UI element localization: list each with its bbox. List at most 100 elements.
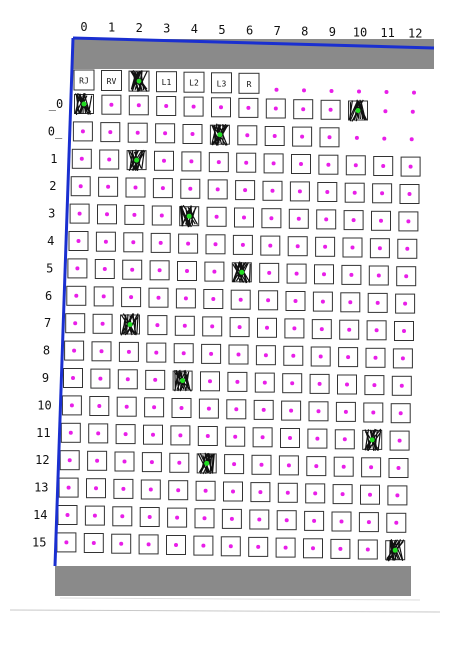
answer-dot	[396, 466, 401, 470]
answer-dot	[297, 189, 302, 194]
answer-dot	[109, 102, 114, 107]
answer-dot	[341, 464, 346, 469]
answer-dot	[271, 161, 276, 166]
answer-dot	[313, 491, 318, 496]
answer-dot	[91, 541, 96, 545]
header-cell-label: L3	[217, 79, 227, 88]
answer-dot	[301, 107, 306, 112]
answer-dot	[348, 300, 353, 305]
row-label: 9	[42, 371, 49, 385]
answer-dot	[215, 187, 220, 192]
answer-dot	[201, 543, 206, 548]
column-label: 5	[218, 23, 225, 37]
answer-dot	[97, 404, 102, 408]
answer-dot	[183, 296, 188, 301]
answer-dot	[376, 273, 381, 278]
answer-dot	[347, 327, 352, 332]
row-label: 11	[36, 426, 50, 440]
answer-dot	[181, 351, 186, 356]
header-row: RJ RV L1 L2 L3 R	[73, 69, 416, 95]
answer-dot	[343, 409, 348, 414]
answer-dot	[160, 186, 165, 191]
row-label: 4	[47, 234, 54, 248]
column-label: 6	[246, 23, 253, 37]
answer-dot	[290, 381, 295, 386]
answer-dot	[216, 160, 221, 165]
answer-dot	[288, 436, 292, 440]
column-label: 2	[136, 21, 143, 35]
answer-dot	[339, 519, 344, 524]
answer-dot	[371, 410, 376, 415]
answer-dot	[257, 517, 262, 522]
answer-dot	[219, 105, 223, 110]
answer-dot	[95, 458, 100, 463]
answer-dot	[270, 188, 275, 193]
selected-dot	[239, 269, 245, 275]
answer-dot	[350, 245, 355, 250]
top-border-line	[72, 36, 435, 50]
answer-dot	[353, 163, 358, 168]
answer-dot	[240, 242, 245, 247]
row-label: 14	[33, 508, 47, 522]
answer-dot	[190, 132, 195, 136]
answer-dot	[155, 323, 160, 328]
column-label: 12	[408, 27, 422, 41]
answer-dot	[177, 460, 182, 465]
answer-dot	[135, 130, 140, 135]
answer-dot	[80, 129, 85, 134]
selected-dot	[136, 78, 142, 84]
left-border-line	[53, 37, 75, 567]
header-dot	[302, 88, 306, 93]
row-label: 6	[45, 289, 52, 303]
answer-dot	[340, 492, 345, 497]
header-cell-label: L2	[189, 79, 199, 88]
answer-dot	[163, 131, 168, 136]
answer-dot	[317, 381, 322, 386]
answer-dot	[405, 246, 410, 251]
selected-dot	[180, 378, 186, 384]
answer-dot	[106, 184, 111, 189]
column-label: 1	[108, 21, 115, 35]
answer-dot	[107, 157, 112, 162]
answer-dot	[191, 104, 196, 109]
answer-dot	[399, 383, 404, 388]
answer-dot	[395, 493, 400, 498]
row-label: 12	[35, 453, 49, 467]
answer-dot	[213, 242, 218, 247]
answer-dot	[372, 383, 377, 388]
column-label: 10	[353, 26, 367, 40]
answer-dot	[130, 267, 135, 272]
answer-dot	[398, 411, 403, 416]
answer-dot	[211, 297, 216, 301]
answer-dot	[320, 299, 325, 304]
answer-dot	[68, 430, 73, 435]
answer-dot	[265, 325, 269, 330]
row-label: 3	[48, 207, 55, 221]
selected-dot	[127, 322, 133, 327]
answer-dot	[96, 431, 101, 436]
answer-dot	[328, 107, 333, 112]
answer-dot	[203, 488, 208, 493]
answer-dot	[131, 240, 136, 245]
answer-dot	[327, 135, 332, 140]
answer-dot	[283, 545, 288, 550]
selected-dot	[355, 108, 361, 113]
answer-dot	[79, 156, 84, 161]
answer-dot	[210, 324, 215, 329]
answer-dot	[154, 350, 159, 355]
answer-dot	[409, 137, 414, 142]
answer-dot	[267, 270, 272, 275]
answer-dot	[232, 462, 237, 467]
header-cell	[101, 70, 122, 91]
answer-dot	[158, 240, 163, 245]
answer-dot	[285, 490, 290, 495]
answer-dot	[352, 190, 357, 195]
answer-dot	[325, 190, 330, 194]
answer-dot	[101, 294, 106, 299]
answer-dot	[189, 159, 194, 164]
answer-dot	[407, 192, 412, 196]
answer-dot	[153, 377, 158, 382]
bottom-band	[55, 566, 411, 596]
